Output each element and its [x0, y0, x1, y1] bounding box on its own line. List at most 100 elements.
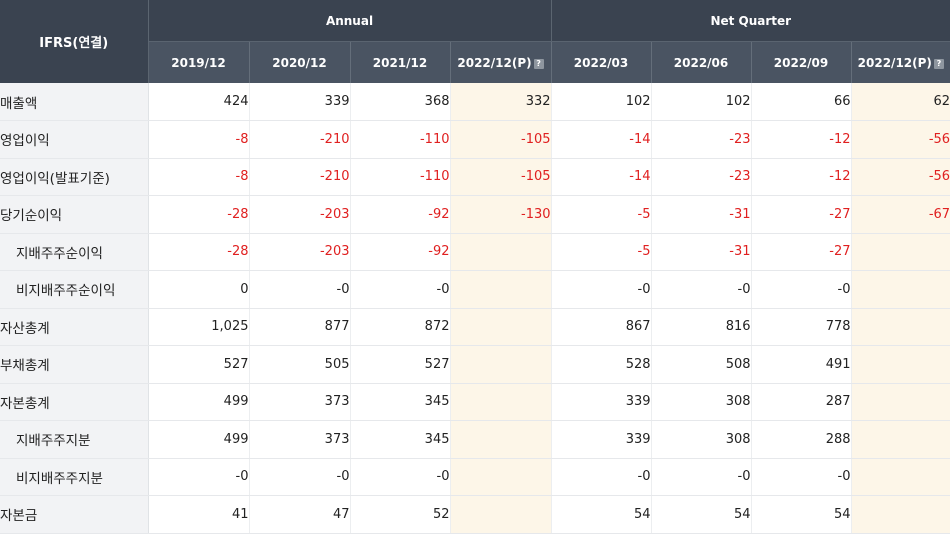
period-header-quarter-2022-03: 2022/03 [551, 41, 652, 83]
row-label[interactable]: 부채총계 [0, 345, 149, 384]
period-header-quarter-2022-09: 2022/09 [751, 41, 852, 83]
table-cell: -0 [249, 458, 351, 496]
table-cell: -105 [450, 158, 552, 196]
period-header-annual-2020-12: 2020/12 [249, 41, 351, 83]
period-header-quarter-2022-06: 2022/06 [651, 41, 752, 83]
table-cell: 1,025 [148, 308, 250, 346]
table-cell: 102 [651, 83, 752, 121]
table-cell: -28 [148, 195, 250, 234]
table-cell: 508 [651, 345, 752, 384]
table-cell: -5 [551, 195, 652, 234]
row-label[interactable]: 자본금 [0, 495, 149, 534]
table-cell: 54 [651, 495, 752, 534]
table-cell: 528 [551, 345, 652, 384]
row-label[interactable]: 영업이익(발표기준) [0, 158, 149, 196]
table-row: 비지배주주순이익 0 -0 -0 -0 -0 -0 [0, 270, 950, 309]
table-cell: -92 [350, 195, 451, 234]
period-header-annual-2019-12: 2019/12 [148, 41, 250, 83]
table-cell: -203 [249, 233, 351, 271]
table-cell: -0 [148, 458, 250, 496]
table-cell: 527 [148, 345, 250, 384]
table-cell: 332 [450, 83, 552, 121]
table-cell [450, 233, 552, 271]
table-cell: -0 [551, 270, 652, 309]
period-header-quarter-2022-12p: 2022/12(P)? [851, 41, 950, 83]
table-cell: -0 [651, 270, 752, 309]
row-label[interactable]: 지배주주지분 [0, 420, 149, 459]
row-label[interactable]: 당기순이익 [0, 195, 149, 234]
table-cell: -56 [851, 120, 950, 159]
row-label[interactable]: 영업이익 [0, 120, 149, 159]
table-row: 영업이익 -8 -210 -110 -105 -14 -23 -12 -56 [0, 120, 950, 159]
table-cell: 62 [851, 83, 950, 121]
row-label[interactable]: 비지배주주지분 [0, 458, 149, 496]
table-cell: 345 [350, 420, 451, 459]
table-cell: -105 [450, 120, 552, 159]
row-label[interactable]: 매출액 [0, 83, 149, 121]
table-cell: 288 [751, 420, 852, 459]
table-cell: 54 [551, 495, 652, 534]
table-header-ifrs: IFRS(연결) [0, 0, 149, 83]
table-cell: -0 [751, 270, 852, 309]
projection-info-icon[interactable]: ? [933, 58, 944, 69]
table-cell: 368 [350, 83, 451, 121]
net-quarter-group-header: Net Quarter [551, 0, 950, 42]
table-cell: -23 [651, 120, 752, 159]
table-cell [851, 345, 950, 384]
table-cell: 505 [249, 345, 351, 384]
table-cell: 308 [651, 383, 752, 421]
table-cell: 102 [551, 83, 652, 121]
table-cell: -67 [851, 195, 950, 234]
row-label[interactable]: 자본총계 [0, 383, 149, 421]
table-cell: 339 [249, 83, 351, 121]
table-cell: 499 [148, 383, 250, 421]
table-cell [450, 308, 552, 346]
row-label[interactable]: 비지배주주순이익 [0, 270, 149, 309]
annual-group-header: Annual [148, 0, 552, 42]
table-cell: 54 [751, 495, 852, 534]
table-row: 당기순이익 -28 -203 -92 -130 -5 -31 -27 -67 [0, 195, 950, 234]
table-cell [851, 233, 950, 271]
table-cell: -56 [851, 158, 950, 196]
row-label[interactable]: 자산총계 [0, 308, 149, 346]
table-cell [851, 458, 950, 496]
table-row: 자산총계 1,025 877 872 867 816 778 [0, 308, 950, 346]
table-row: 부채총계 527 505 527 528 508 491 [0, 345, 950, 384]
table-cell [450, 345, 552, 384]
table-row: 자본총계 499 373 345 339 308 287 [0, 383, 950, 421]
table-cell: 287 [751, 383, 852, 421]
table-cell: 527 [350, 345, 451, 384]
table-cell: -0 [350, 270, 451, 309]
table-cell: 373 [249, 420, 351, 459]
table-cell: 424 [148, 83, 250, 121]
table-cell [851, 270, 950, 309]
table-cell [450, 270, 552, 309]
table-cell: -0 [651, 458, 752, 496]
table-cell: -210 [249, 158, 351, 196]
table-cell [450, 420, 552, 459]
table-row: 자본금 41 47 52 54 54 54 [0, 495, 950, 534]
table-cell: -14 [551, 120, 652, 159]
table-cell: -130 [450, 195, 552, 234]
table-cell: 345 [350, 383, 451, 421]
table-cell: -110 [350, 158, 451, 196]
table-cell: -0 [249, 270, 351, 309]
table-cell: 816 [651, 308, 752, 346]
table-cell: -210 [249, 120, 351, 159]
table-cell: -203 [249, 195, 351, 234]
table-cell: 339 [551, 420, 652, 459]
table-cell: -12 [751, 120, 852, 159]
table-cell: -8 [148, 158, 250, 196]
row-label[interactable]: 지배주주순이익 [0, 233, 149, 271]
table-cell: 877 [249, 308, 351, 346]
table-cell: -0 [551, 458, 652, 496]
table-cell: 499 [148, 420, 250, 459]
period-header-annual-2021-12: 2021/12 [350, 41, 451, 83]
table-cell [450, 383, 552, 421]
table-cell: -31 [651, 195, 752, 234]
table-cell: -8 [148, 120, 250, 159]
table-cell: 491 [751, 345, 852, 384]
table-cell: -27 [751, 195, 852, 234]
projection-info-icon[interactable]: ? [533, 58, 544, 69]
table-cell: 778 [751, 308, 852, 346]
